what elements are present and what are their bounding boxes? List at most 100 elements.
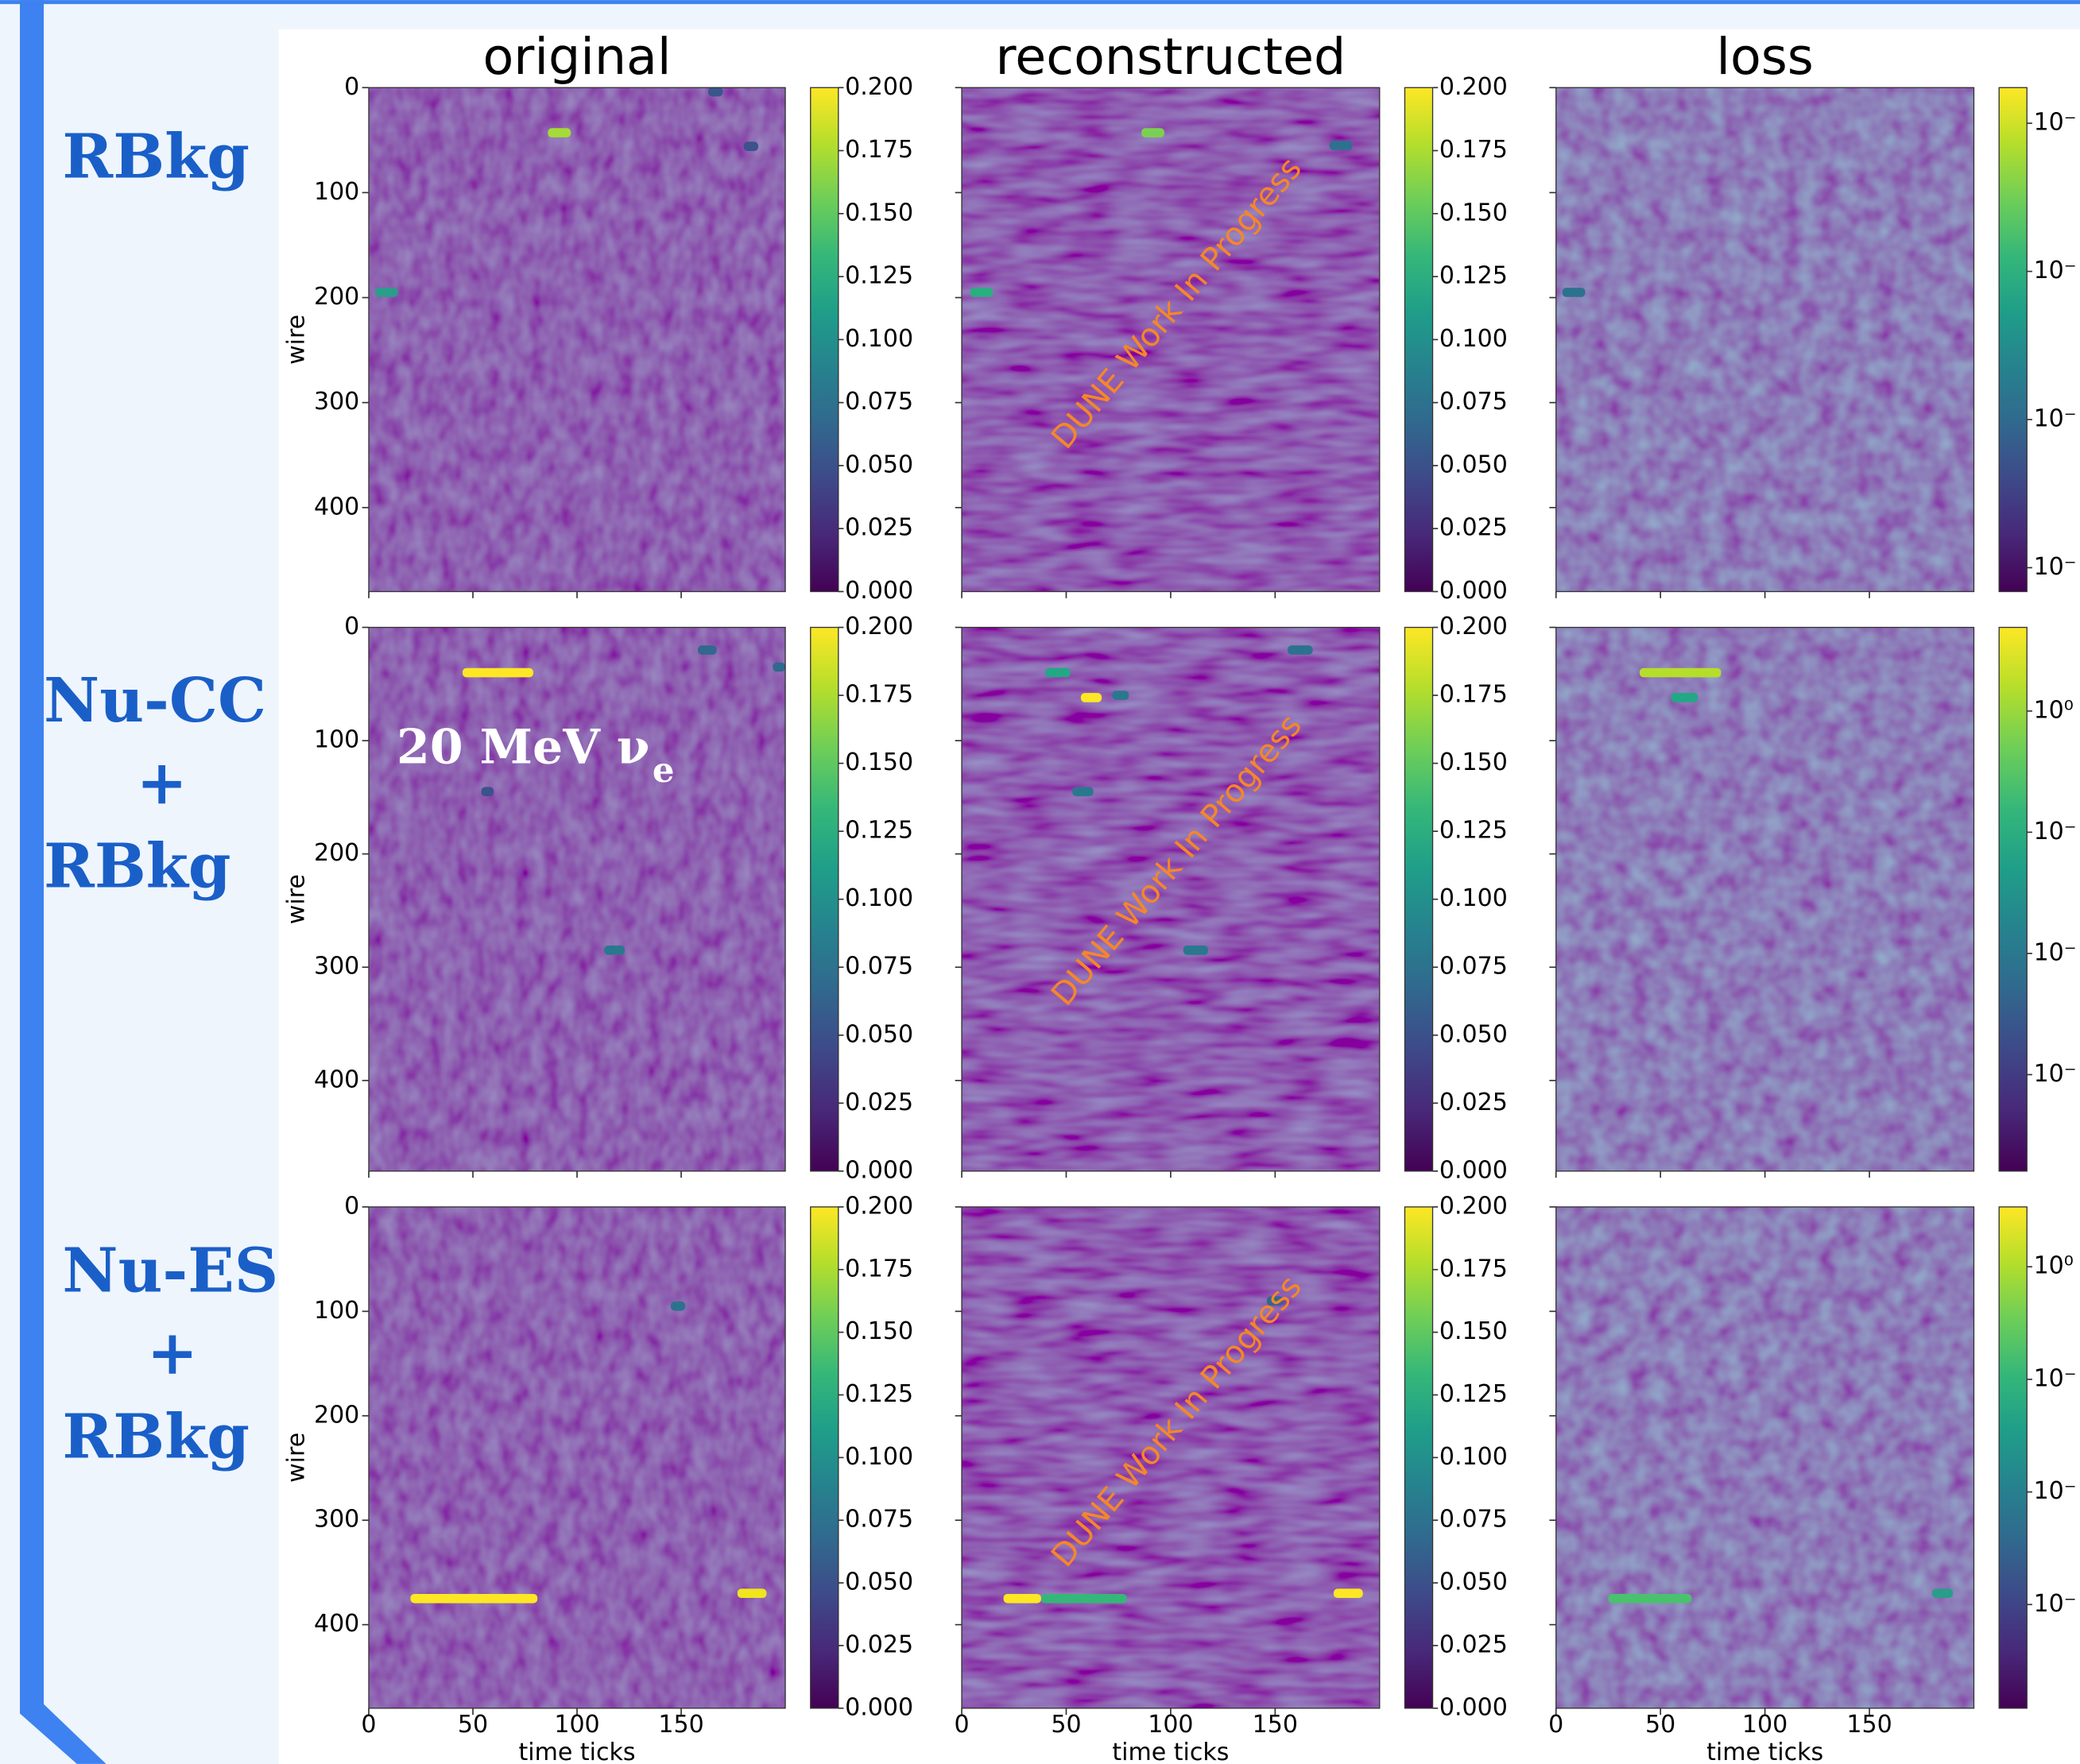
colorbar-tick-label: 0.200 <box>1439 73 1508 101</box>
heatmap-hit <box>1266 1296 1284 1306</box>
colorbar-tick-label: 0.200 <box>1439 613 1508 640</box>
panel-frame <box>961 87 1381 593</box>
colorbar <box>1998 1206 2028 1709</box>
colorbar-tick-label: 0.075 <box>845 953 913 981</box>
colorbar-tick-label: 10⁻ <box>2034 1364 2077 1392</box>
left-accent-bar <box>20 0 107 1764</box>
colorbar-tick-label: 0.000 <box>845 1693 913 1721</box>
colorbar-tick-label: 10⁻ <box>2034 257 2077 284</box>
y-tick-label: 400 <box>314 1066 359 1093</box>
colorbar <box>1404 1206 1434 1709</box>
colorbar-tick-label: 0.175 <box>845 1255 913 1282</box>
colorbar-tick-label: 0.075 <box>1439 953 1508 981</box>
y-tick-label: 300 <box>314 953 359 981</box>
heatmap-hit <box>462 667 533 678</box>
heatmap-hit <box>1639 667 1722 678</box>
colorbar-tick-label: 0.050 <box>845 1569 913 1596</box>
colorbar-tick-label: 0.125 <box>845 1380 913 1408</box>
row-label: + <box>136 748 187 819</box>
heatmap-hit <box>1562 288 1586 297</box>
x-tick-label: 100 <box>1148 1711 1193 1739</box>
y-axis-label: wire <box>282 315 310 365</box>
colorbar-tick-label: 10⁰ <box>2034 1252 2074 1280</box>
y-tick-label: 100 <box>314 1297 359 1325</box>
annotation-subscript: e <box>653 750 675 791</box>
y-tick-label: 0 <box>344 73 359 101</box>
colorbar-tick-label: 0.175 <box>1439 136 1508 164</box>
heatmap-hit <box>1003 1593 1041 1603</box>
colorbar-tick-label: 0.125 <box>1439 817 1508 845</box>
colorbar-tick-label: 10⁻ <box>2034 109 2077 137</box>
top-border <box>0 0 2080 5</box>
heatmap-background <box>962 87 1380 592</box>
colorbar-tick-label: 0.150 <box>845 1317 913 1345</box>
colorbar <box>810 1206 839 1709</box>
colorbar-tick-label: 0.000 <box>1439 1156 1508 1184</box>
colorbar-tick-label: 0.025 <box>845 514 913 542</box>
y-tick-label: 100 <box>314 726 359 754</box>
heatmap-background <box>368 87 786 592</box>
heatmap-background <box>962 627 1380 1171</box>
colorbar-tick-label: 10⁻ <box>2034 404 2077 432</box>
colorbar-tick-label: 10⁻ <box>2034 1590 2077 1618</box>
row-label: Nu-ES <box>62 1236 278 1307</box>
y-tick-label: 300 <box>314 1506 359 1534</box>
colorbar <box>1404 626 1434 1172</box>
colorbar-tick-label: 0.100 <box>1439 884 1508 912</box>
x-tick-label: 0 <box>954 1711 969 1739</box>
colorbar-tick-label: 0.150 <box>1439 749 1508 776</box>
x-tick-label: 50 <box>1645 1711 1675 1739</box>
y-tick-label: 0 <box>344 613 359 640</box>
row-label: + <box>147 1317 198 1389</box>
heatmap-hit <box>1671 693 1698 702</box>
column-title: loss <box>1716 27 1813 86</box>
colorbar-tick-label: 0.200 <box>845 1192 913 1220</box>
colorbar-tick-label: 0.025 <box>845 1089 913 1116</box>
colorbar-tick-label: 0.125 <box>1439 1380 1508 1408</box>
x-tick-label: 150 <box>658 1711 703 1739</box>
heatmap-hit <box>737 1588 767 1599</box>
colorbar-tick-label: 0.150 <box>1439 1317 1508 1345</box>
row-label: RBkg <box>62 122 250 193</box>
colorbar <box>810 87 839 593</box>
colorbar-tick-label: 10⁻ <box>2034 1060 2077 1088</box>
colorbar-tick-label: 0.200 <box>845 73 913 101</box>
colorbar-tick-label: 10⁻ <box>2034 938 2077 966</box>
heatmap-hit <box>697 645 717 655</box>
colorbar-tick-label: 0.000 <box>1439 577 1508 605</box>
y-tick-label: 200 <box>314 1401 359 1429</box>
heatmap-hit <box>708 87 723 97</box>
heatmap-hit <box>548 128 571 137</box>
colorbar-tick-label: 0.100 <box>845 325 913 353</box>
colorbar-tick-label: 0.125 <box>845 262 913 290</box>
y-axis-label: wire <box>282 1433 310 1483</box>
colorbar-tick-label: 0.050 <box>845 451 913 478</box>
x-tick-label: 50 <box>458 1711 488 1739</box>
colorbar-tick-label: 0.050 <box>1439 1569 1508 1596</box>
colorbar-tick-label: 0.050 <box>1439 1020 1508 1048</box>
y-tick-label: 200 <box>314 283 359 311</box>
colorbar-tick-label: 0.050 <box>1439 451 1508 478</box>
colorbar-tick-label: 0.150 <box>845 749 913 776</box>
colorbar-tick-label: 0.175 <box>845 681 913 709</box>
colorbar-tick-label: 0.175 <box>1439 681 1508 709</box>
colorbar-tick-label: 0.175 <box>1439 1255 1508 1282</box>
colorbar-tick-label: 0.075 <box>845 388 913 416</box>
x-axis-label: time ticks <box>1112 1739 1229 1764</box>
column-title: reconstructed <box>996 27 1346 86</box>
x-tick-label: 100 <box>554 1711 599 1739</box>
annotation: 20 MeV ν <box>397 719 649 775</box>
x-tick-label: 0 <box>1548 1711 1563 1739</box>
heatmap-hit <box>773 662 786 672</box>
colorbar-tick-label: 0.075 <box>845 1506 913 1534</box>
colorbar <box>810 626 839 1172</box>
heatmap-hit <box>743 141 758 152</box>
colorbar-tick-label: 0.150 <box>845 199 913 226</box>
heatmap-hit <box>1931 1588 1954 1599</box>
x-axis-label: time ticks <box>1706 1739 1823 1764</box>
colorbar-tick-label: 0.050 <box>845 1020 913 1048</box>
colorbar-tick-label: 0.025 <box>1439 514 1508 542</box>
x-tick-label: 50 <box>1051 1711 1081 1739</box>
